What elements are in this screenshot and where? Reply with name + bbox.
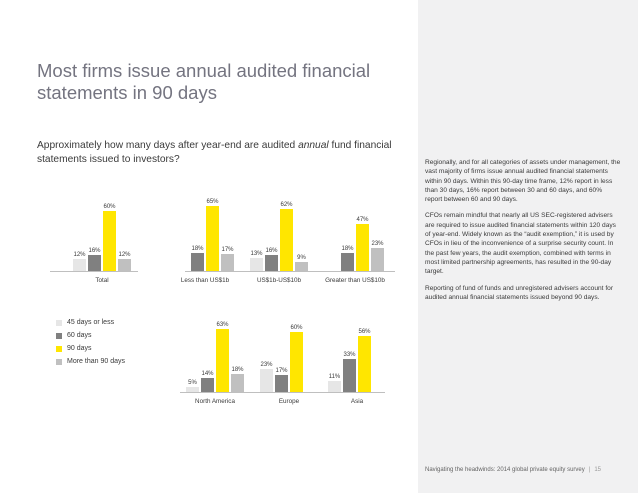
commentary-paragraph: CFOs remain mindful that nearly all US S… (425, 212, 616, 276)
category-label: Europe (279, 398, 300, 405)
data-label: 5% (188, 380, 197, 386)
bar (216, 329, 229, 392)
data-label: 56% (358, 329, 371, 335)
data-label: 18% (231, 367, 244, 373)
data-label: 63% (216, 322, 229, 328)
legend-label: 90 days (67, 345, 92, 352)
bar (371, 248, 384, 271)
bar (73, 259, 86, 271)
bar (186, 387, 199, 392)
bar (88, 255, 101, 271)
question-text-start: Approximately how many days after year-e… (37, 140, 299, 151)
data-label: 60% (103, 204, 116, 210)
category-label: Asia (351, 398, 364, 405)
legend-item: 60 days (56, 329, 125, 342)
legend-swatch (56, 345, 62, 352)
bar (290, 332, 303, 392)
legend-swatch (56, 358, 62, 365)
legend-label: 60 days (67, 332, 92, 339)
bar (231, 374, 244, 392)
category-label: Total (95, 277, 108, 284)
category-label: Less than US$1b (181, 277, 230, 284)
bar (221, 254, 234, 271)
legend-swatch (56, 332, 62, 339)
data-label: 23% (260, 362, 273, 368)
category-label: North America (195, 398, 235, 405)
sidebar-panel (418, 0, 638, 493)
data-label: 18% (341, 246, 354, 252)
legend-item: 45 days or less (56, 316, 125, 329)
bar (275, 375, 288, 392)
data-label: 13% (250, 251, 263, 257)
bar (358, 336, 371, 392)
footer-text: Navigating the headwinds: 2014 global pr… (425, 467, 585, 473)
chart-question: Approximately how many days after year-e… (37, 139, 407, 167)
data-label: 18% (191, 246, 204, 252)
data-label: 47% (356, 217, 369, 223)
bar (103, 211, 116, 271)
bar (356, 224, 369, 271)
data-label: 62% (280, 202, 293, 208)
bar (295, 262, 308, 271)
legend-item: 90 days (56, 342, 125, 355)
question-text-end: fund financial statements issued to inve… (37, 140, 392, 165)
bar (265, 255, 278, 271)
data-label: 23% (371, 241, 384, 247)
data-label: 17% (221, 247, 234, 253)
data-label: 17% (275, 368, 288, 374)
legend-label: 45 days or less (67, 319, 115, 326)
chart-legend: 45 days or less 60 days 90 days More tha… (56, 316, 125, 368)
page-number: 15 (594, 467, 602, 473)
data-label: 16% (265, 248, 278, 254)
data-label: 12% (73, 252, 86, 258)
bar (201, 378, 214, 392)
legend-swatch (56, 319, 62, 326)
bar (343, 359, 356, 392)
legend-item: More than 90 days (56, 355, 125, 368)
bar (191, 253, 204, 271)
data-label: 12% (118, 252, 131, 258)
legend-label: More than 90 days (67, 358, 125, 365)
category-label: Greater than US$10b (325, 277, 385, 284)
page-footer: Navigating the headwinds: 2014 global pr… (425, 467, 601, 473)
footer-separator: | (588, 467, 591, 473)
data-label: 11% (329, 374, 341, 380)
bar (328, 381, 341, 392)
bar (206, 206, 219, 271)
data-label: 33% (343, 352, 356, 358)
data-label: 14% (201, 371, 214, 377)
bar (280, 209, 293, 271)
bar (118, 259, 131, 271)
commentary-paragraph: Regionally, and for all categories of as… (425, 159, 621, 204)
question-emphasis: annual (298, 140, 329, 151)
bar (341, 253, 354, 271)
data-label: 60% (290, 325, 303, 331)
data-label: 16% (88, 248, 101, 254)
category-label: US$1b-US$10b (257, 277, 302, 284)
data-label: 9% (297, 255, 306, 261)
data-label: 65% (206, 199, 219, 205)
commentary-paragraph: Reporting of fund of funds and unregiste… (425, 284, 614, 301)
commentary: Regionally, and for all categories of as… (425, 158, 621, 309)
bar (260, 369, 273, 392)
page-title: Most firms issue annual audited financia… (37, 60, 371, 103)
bar (250, 258, 263, 271)
